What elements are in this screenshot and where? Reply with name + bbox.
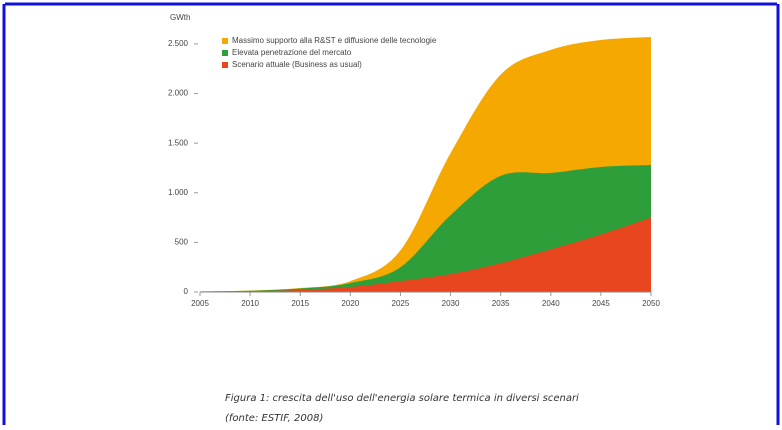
y-tick-label: 2.500	[168, 39, 189, 48]
legend-swatch	[222, 50, 228, 56]
x-tick-label: 2040	[542, 299, 560, 308]
area	[200, 217, 651, 292]
y-tick-label: 1.500	[168, 138, 189, 147]
y-tick-label: 500	[175, 237, 189, 246]
legend-label: Elevata penetrazione del mercato	[232, 48, 352, 57]
x-tick-label: 2045	[592, 299, 610, 308]
legend-swatch	[222, 38, 228, 44]
x-tick-label: 2015	[291, 299, 309, 308]
y-tick-label: 1.000	[168, 188, 189, 197]
legend-swatch	[222, 62, 228, 68]
x-tick-label: 2030	[442, 299, 460, 308]
x-tick-label: 2025	[392, 299, 410, 308]
y-axis-label: GWth	[170, 13, 190, 22]
x-tick-label: 2050	[642, 299, 660, 308]
caption: (fonte: ESTIF, 2008)	[225, 413, 323, 424]
x-tick-label: 2020	[341, 299, 359, 308]
y-tick-label: 2.000	[168, 89, 189, 98]
x-tick-label: 2035	[492, 299, 510, 308]
y-tick-label: 0	[184, 287, 189, 296]
x-tick-label: 2010	[241, 299, 259, 308]
caption: Figura 1: crescita dell'uso dell'energia…	[225, 393, 579, 404]
legend-label: Scenario attuale (Business as usual)	[232, 60, 362, 69]
legend-label: Massimo supporto alla R&ST e diffusione …	[232, 36, 437, 45]
x-tick-label: 2005	[191, 299, 209, 308]
